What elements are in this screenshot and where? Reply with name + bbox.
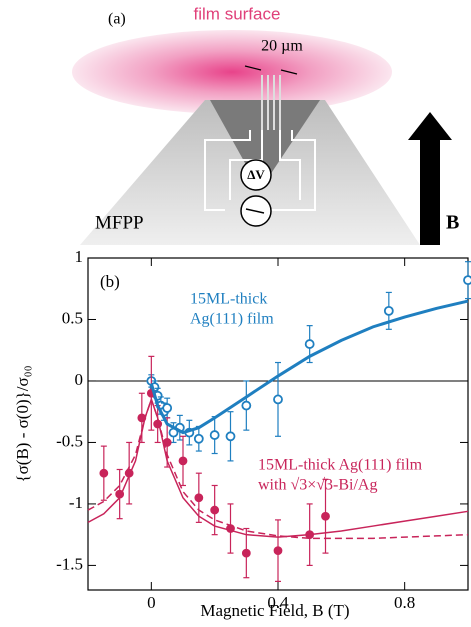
series-label: 15ML-thick Ag(111) film <box>258 457 423 474</box>
probe-label: MFPP <box>95 212 144 233</box>
x-tick-label: 0.8 <box>394 593 415 612</box>
data-point <box>195 494 202 501</box>
data-point <box>211 507 218 514</box>
panel-label: (a) <box>108 11 126 28</box>
series-label: Ag(111) film <box>190 311 274 328</box>
data-point <box>274 395 282 403</box>
x-tick-label: 0.4 <box>267 593 289 612</box>
panel-label: (b) <box>100 272 120 291</box>
y-tick-label: 0 <box>75 370 84 389</box>
y-tick-label: -0.5 <box>56 431 83 450</box>
series-label: 15ML-thick <box>190 291 267 308</box>
field-label: B <box>446 212 459 234</box>
data-point <box>275 547 282 554</box>
data-point <box>180 457 187 464</box>
y-tick-label: -1.5 <box>56 554 83 573</box>
data-point <box>242 402 250 410</box>
y-axis-label: {σ(B) - σ(0)}/σ₀₀ <box>13 365 32 482</box>
data-point <box>211 431 219 439</box>
x-tick-label: 0 <box>147 593 156 612</box>
data-point <box>243 550 250 557</box>
series-label: with √3×√3-Bi/Ag <box>258 477 377 494</box>
data-point <box>464 276 471 284</box>
y-tick-label: 1 <box>75 247 84 266</box>
data-point <box>306 340 314 348</box>
data-point <box>163 404 171 412</box>
data-point <box>227 432 235 440</box>
voltage-label: ΔV <box>247 167 265 182</box>
figure: (a) film surface 20 µm ΔV MFPP B (b) Mag… <box>0 0 471 627</box>
spacing-label: 20 µm <box>261 38 303 55</box>
data-point <box>385 307 393 315</box>
y-tick-label: 0.5 <box>62 308 83 327</box>
data-point <box>195 435 203 443</box>
data-point <box>100 470 107 477</box>
y-tick-label: -1 <box>69 493 83 512</box>
surface-label: film surface <box>194 4 281 23</box>
data-point <box>322 513 329 520</box>
